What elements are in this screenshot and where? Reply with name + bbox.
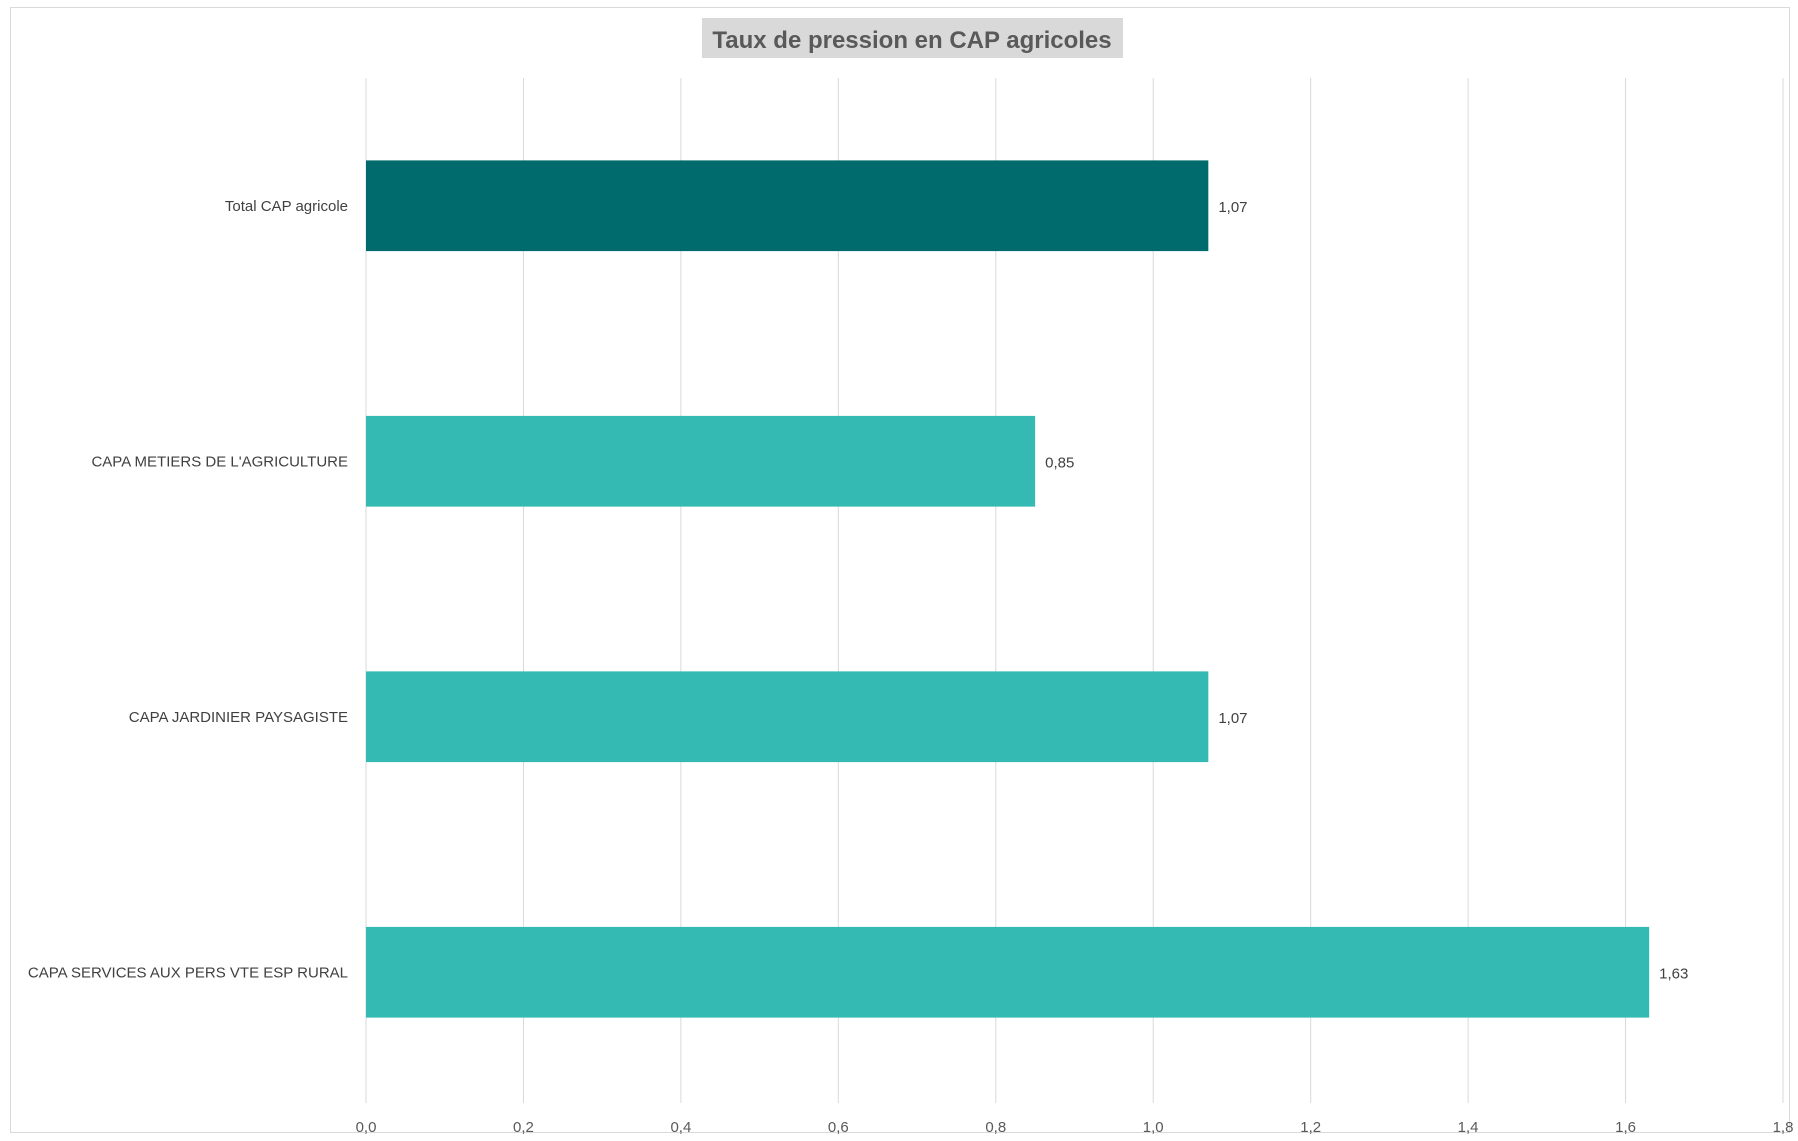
category-label: CAPA JARDINIER PAYSAGISTE (129, 709, 348, 726)
bar (366, 926, 1650, 1018)
category-label: CAPA METIERS DE L'AGRICULTURE (91, 453, 348, 470)
x-tick-label: 0,0 (356, 1119, 377, 1136)
category-labels: Total CAP agricole CAPA METIERS DE L'AGRI… (28, 198, 348, 982)
x-tick-label: 0,2 (513, 1119, 534, 1136)
bar (366, 415, 1036, 507)
x-tick-label: 0,6 (828, 1119, 849, 1136)
x-tick-label: 1,0 (1143, 1119, 1164, 1136)
chart-title: Taux de pression en CAP agricoles (712, 27, 1111, 54)
x-tick-label: 1,6 (1615, 1119, 1636, 1136)
bar (366, 671, 1209, 763)
x-tick-label: 0,8 (985, 1119, 1006, 1136)
bar (366, 160, 1209, 252)
x-axis-tick-labels: 0,0 0,2 0,4 0,6 0,8 1,0 1,2 1,4 1,6 1,8 (356, 1119, 1794, 1136)
x-tick-label: 1,4 (1458, 1119, 1479, 1136)
data-labels: 1,07 0,85 1,07 1,63 (1045, 199, 1688, 983)
data-label: 1,63 (1659, 965, 1688, 982)
data-label: 1,07 (1218, 710, 1247, 727)
x-tick-label: 0,4 (670, 1119, 691, 1136)
data-label: 1,07 (1218, 199, 1247, 216)
x-tick-label: 1,2 (1300, 1119, 1321, 1136)
x-tick-label: 1,8 (1773, 1119, 1794, 1136)
bars (366, 160, 1650, 1018)
category-label: CAPA SERVICES AUX PERS VTE ESP RURAL (28, 964, 348, 981)
data-label: 0,85 (1045, 454, 1074, 471)
chart-title-background (702, 18, 1123, 58)
category-label: Total CAP agricole (225, 198, 348, 215)
